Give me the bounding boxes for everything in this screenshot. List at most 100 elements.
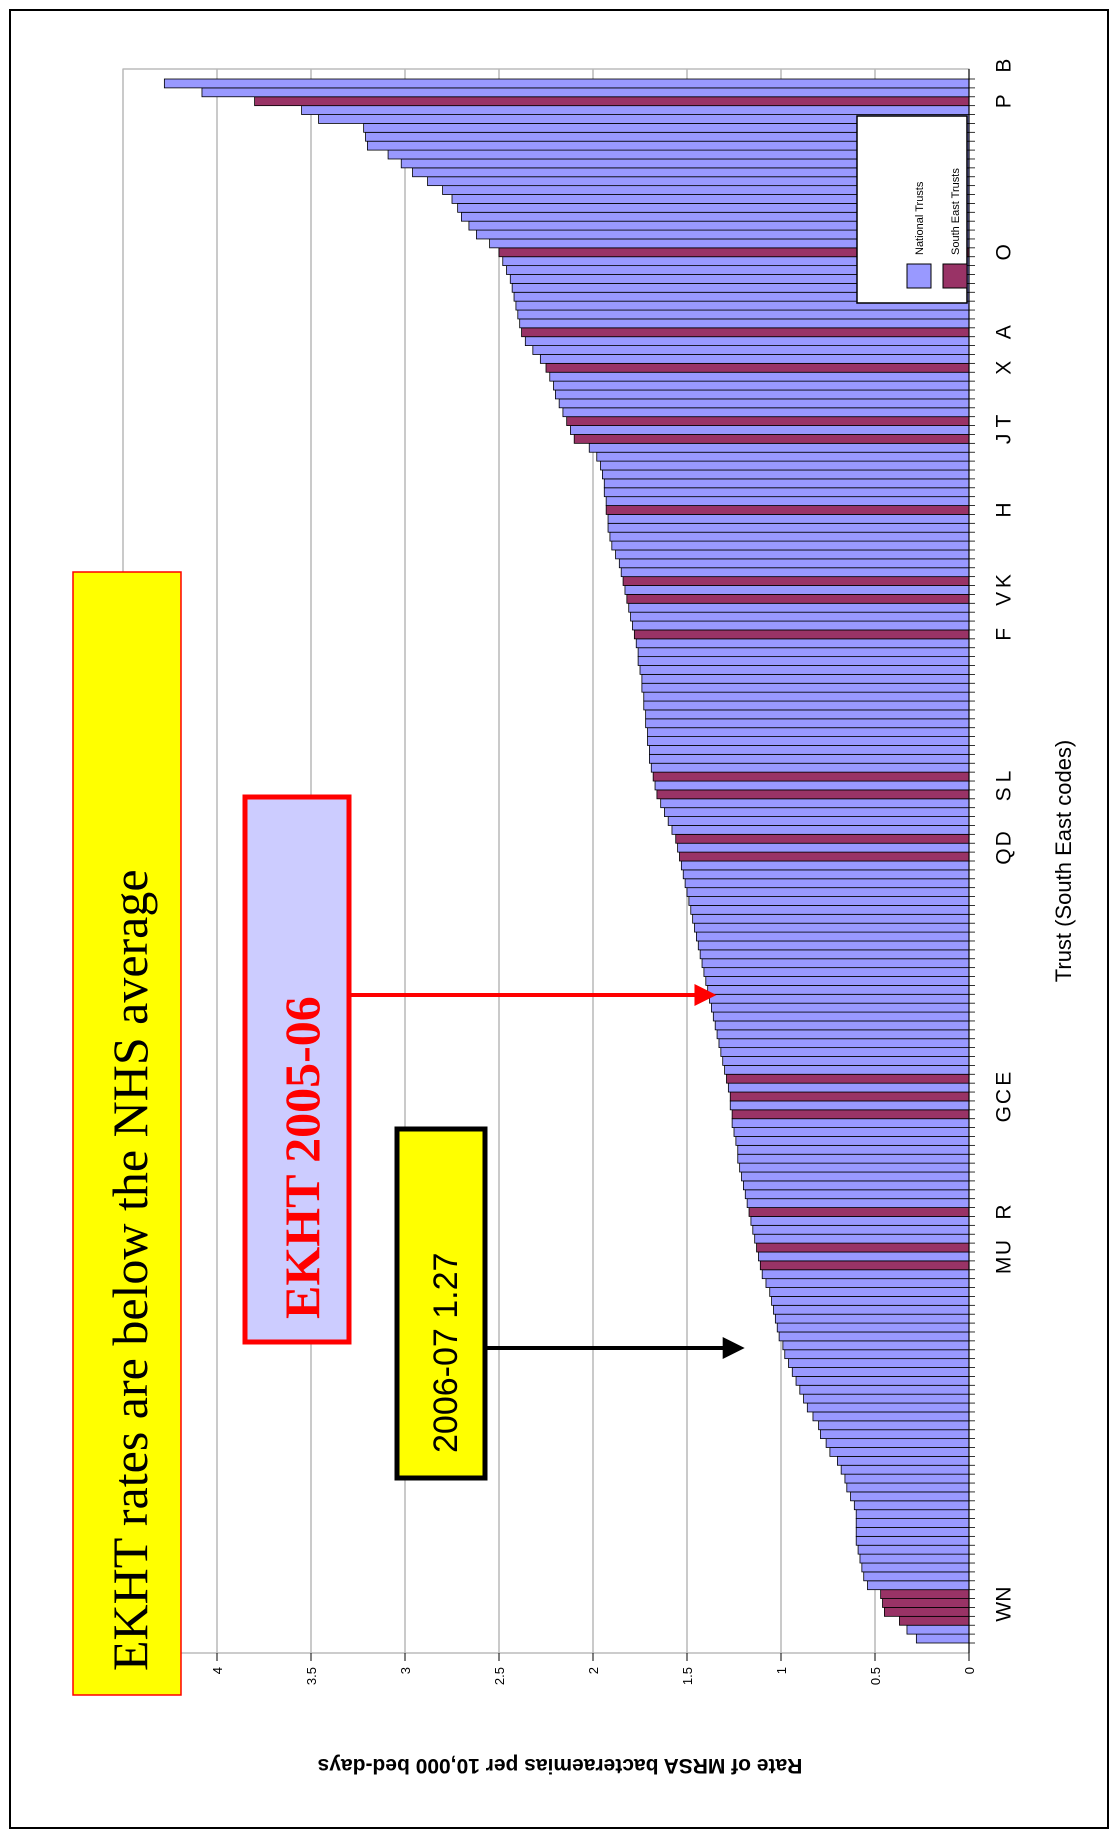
- category-label: S: [993, 787, 1016, 801]
- bar-national: [855, 1509, 970, 1519]
- bar-national: [714, 1020, 970, 1031]
- legend: National Trusts South East Trusts: [856, 115, 968, 304]
- bar-national: [795, 1376, 970, 1386]
- bar-south-east: [675, 833, 970, 844]
- bar-national: [750, 1216, 970, 1226]
- ekht-2005-06-label: EKHT 2005-06: [274, 996, 330, 1319]
- bar-south-east: [626, 594, 970, 604]
- bar-national: [570, 425, 970, 435]
- ekht-2005-06-ekht: EKHT: [274, 1175, 330, 1319]
- bar-national: [761, 1269, 970, 1280]
- bar-national: [555, 389, 970, 400]
- arrow-head: [694, 984, 717, 1006]
- category-label: V: [993, 592, 1016, 606]
- bar-south-east: [573, 434, 970, 444]
- bar-national: [703, 967, 970, 977]
- bar-national: [825, 1438, 970, 1448]
- bar-national: [857, 1544, 970, 1555]
- bar-national: [867, 1580, 970, 1591]
- bar-national: [737, 1153, 970, 1164]
- bar-national: [776, 1322, 970, 1333]
- value-tick-label: 0: [962, 1667, 977, 1674]
- bar-national: [731, 1118, 970, 1128]
- legend-swatch-south-east: [942, 263, 968, 289]
- category-label: O: [993, 244, 1016, 260]
- bar-national: [603, 478, 970, 489]
- arrow-head: [722, 1337, 745, 1359]
- bar-national: [758, 1251, 970, 1262]
- bar-national: [163, 78, 970, 89]
- bar-national: [596, 451, 970, 462]
- bar-national: [859, 1553, 970, 1564]
- bar-south-east: [729, 1091, 970, 1102]
- bar-national: [588, 442, 970, 453]
- bar-south-east: [545, 362, 970, 373]
- bar-south-east: [899, 1615, 970, 1626]
- bar-national: [754, 1233, 970, 1244]
- bar-national: [637, 647, 970, 658]
- category-label: T: [993, 415, 1016, 428]
- bar-national: [709, 993, 970, 1004]
- bar-national: [643, 700, 970, 711]
- bar-national: [720, 1047, 970, 1057]
- bar-national: [712, 1011, 970, 1022]
- bar-south-east: [521, 327, 970, 338]
- bar-national: [829, 1447, 970, 1457]
- bar-national: [600, 460, 970, 471]
- bar-national: [696, 931, 970, 942]
- bar-national: [620, 567, 970, 578]
- bar-national: [607, 522, 970, 533]
- mrsa-bar-chart: 00.511.522.533.544.5 WNMURGCEQDSLFVKHJTX…: [72, 59, 1076, 1777]
- bar-south-east: [880, 1589, 970, 1599]
- bar-national: [682, 869, 970, 880]
- ekht-2005-06-year: 2005-06: [274, 996, 330, 1175]
- bar-national: [603, 487, 970, 498]
- bar-national: [618, 558, 970, 569]
- bar-national: [765, 1278, 970, 1288]
- bar-national: [660, 798, 970, 809]
- bar-national: [853, 1500, 970, 1511]
- bar-national: [602, 469, 970, 480]
- value-tick-label: 1.5: [680, 1667, 695, 1685]
- bar-national: [649, 745, 970, 755]
- bar-south-east: [884, 1607, 970, 1617]
- category-label: J: [993, 434, 1016, 445]
- bar-national: [201, 87, 970, 98]
- category-label: G: [993, 1106, 1016, 1122]
- bar-national: [615, 549, 970, 560]
- bar-national: [746, 1198, 970, 1208]
- bar-national: [643, 691, 970, 702]
- category-label: N: [993, 1587, 1016, 1602]
- category-label: U: [993, 1240, 1016, 1255]
- chart-frame: 00.511.522.533.544.5 WNMURGCEQDSLFVKHJTX…: [9, 9, 1109, 1829]
- bar-national: [647, 736, 970, 746]
- value-tick-label: 2.5: [492, 1667, 507, 1685]
- bar-national: [680, 860, 970, 871]
- bar-national: [773, 1304, 970, 1315]
- bar-national: [741, 1171, 970, 1182]
- bar-national: [645, 718, 970, 729]
- bar-south-east: [254, 96, 970, 107]
- headline-rest: rates are below the NHS average: [102, 869, 158, 1538]
- bar-national: [739, 1162, 970, 1173]
- bar-national: [774, 1313, 970, 1324]
- bar-national: [729, 1100, 970, 1111]
- bar-national: [639, 665, 970, 675]
- bar-national: [784, 1349, 970, 1360]
- bar-national: [677, 842, 970, 853]
- bar-national: [699, 949, 970, 960]
- bar-south-east: [652, 771, 970, 782]
- bar-national: [752, 1224, 970, 1235]
- bar-national: [532, 345, 970, 355]
- bar-south-east: [605, 505, 970, 515]
- bar-national: [558, 398, 970, 409]
- legend-label-south-east: South East Trusts: [950, 168, 962, 255]
- bar-south-east: [759, 1260, 970, 1271]
- bar-national: [855, 1518, 970, 1528]
- bar-national: [632, 620, 970, 631]
- category-label: C: [993, 1089, 1016, 1104]
- ekht-2006-07-label: 2006-07 1.27: [427, 1253, 465, 1453]
- bar-national: [727, 1082, 970, 1093]
- bar-national: [737, 1144, 970, 1155]
- headline-box: [72, 571, 182, 1696]
